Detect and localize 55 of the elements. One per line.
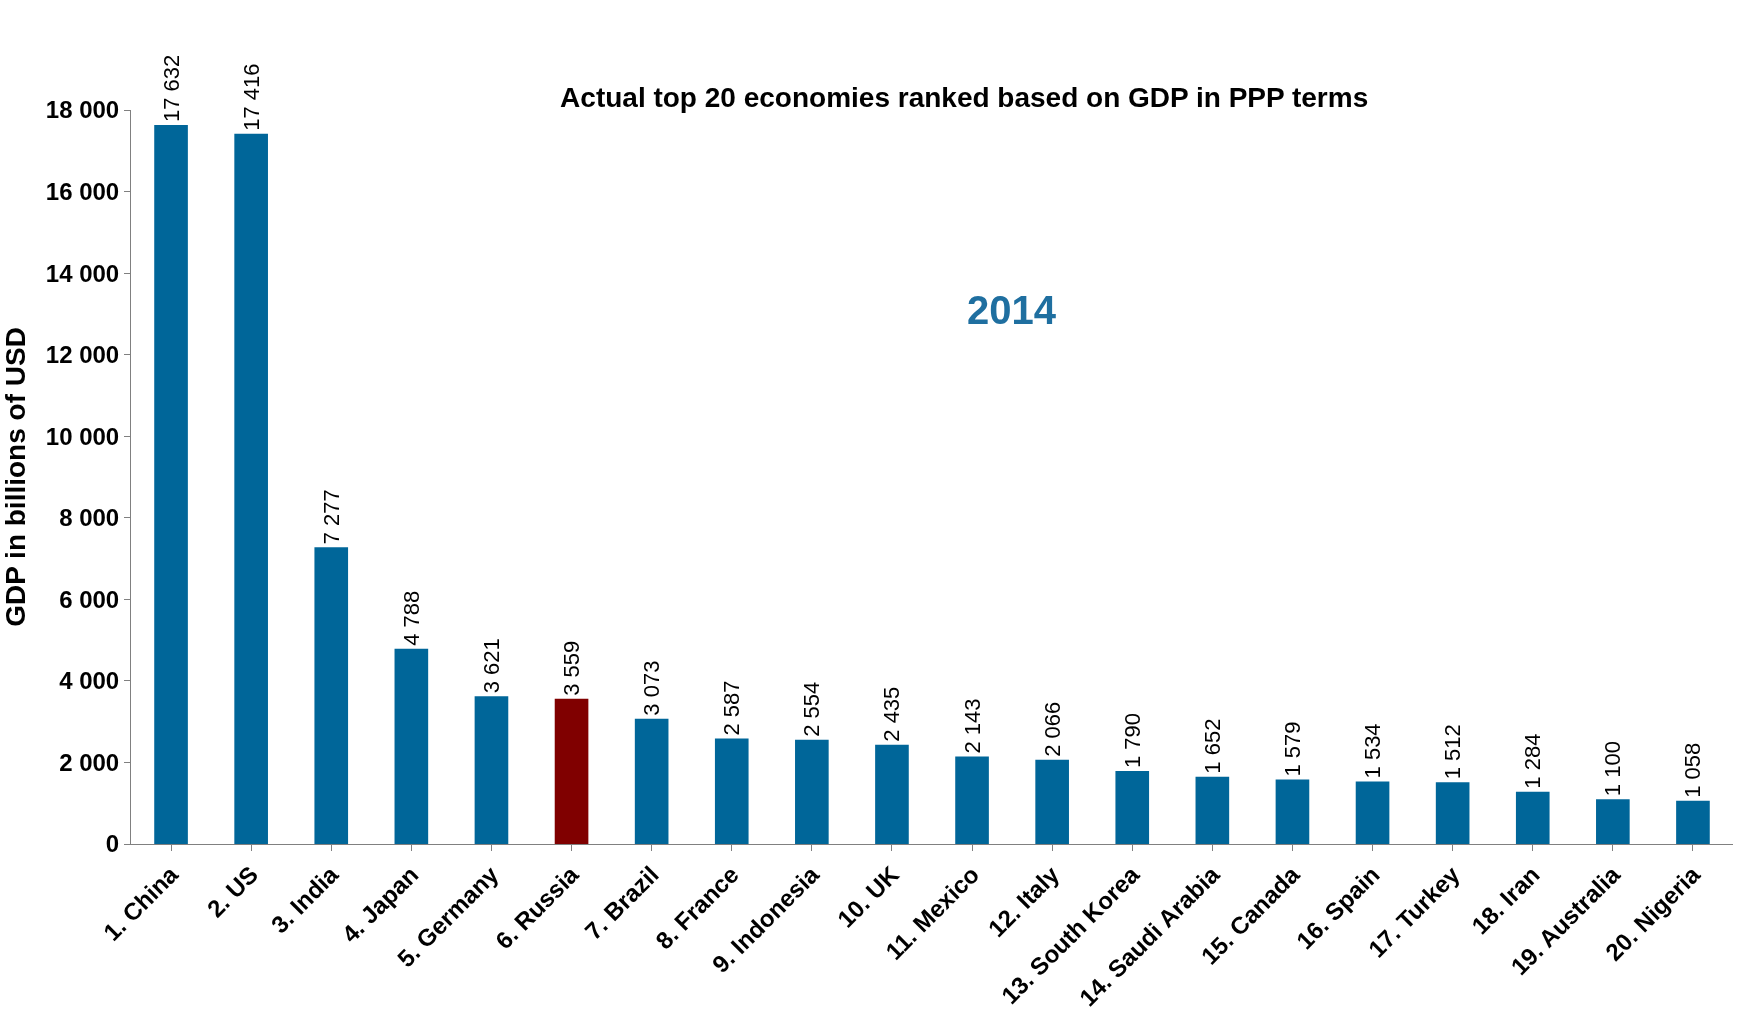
bar <box>154 125 188 844</box>
y-tick-label: 14 000 <box>45 259 120 287</box>
y-tick-label: 10 000 <box>45 422 120 450</box>
data-label: 1 284 <box>1520 733 1546 789</box>
data-label: 1 790 <box>1119 712 1145 769</box>
bar <box>554 698 589 844</box>
y-tick-label: 0 <box>105 830 120 858</box>
bar <box>1435 782 1470 844</box>
data-label: 4 788 <box>398 590 424 646</box>
y-tick-label: 8 000 <box>59 504 120 532</box>
x-tick-label: 10. UK <box>832 860 905 933</box>
bar <box>875 744 909 844</box>
y-tick-label: 2 000 <box>59 748 120 776</box>
bar <box>1115 771 1150 844</box>
y-tick-label: 16 000 <box>45 177 120 205</box>
data-label: 7 277 <box>318 489 344 545</box>
data-label: 2 554 <box>799 681 825 737</box>
bar <box>394 648 429 844</box>
data-label: 2 587 <box>719 680 745 736</box>
bar <box>714 738 749 844</box>
data-label: 2 143 <box>959 698 985 754</box>
bar <box>1515 791 1550 844</box>
data-label: 3 559 <box>559 640 585 696</box>
data-label: 1 100 <box>1600 741 1626 797</box>
bar <box>1596 799 1630 844</box>
y-tick-label: 6 000 <box>59 585 120 613</box>
bar <box>795 739 829 844</box>
bar <box>314 547 349 844</box>
y-tick-label: 12 000 <box>45 341 120 369</box>
bar <box>1275 779 1310 844</box>
data-label: 17 416 <box>238 63 264 131</box>
data-label: 3 073 <box>639 660 665 716</box>
bar <box>1035 759 1069 844</box>
y-tick-label: 18 000 <box>45 96 120 124</box>
bar <box>1195 776 1230 844</box>
data-label: 17 632 <box>158 54 184 123</box>
bar <box>634 718 669 844</box>
data-label: 1 579 <box>1279 721 1305 777</box>
data-label: 1 652 <box>1199 718 1225 774</box>
y-tick-label: 4 000 <box>59 667 120 695</box>
bar <box>1676 800 1710 844</box>
bar <box>474 696 509 844</box>
data-label: 2 435 <box>879 686 905 742</box>
bar <box>234 133 268 844</box>
data-label: 1 512 <box>1440 724 1466 780</box>
data-label: 3 621 <box>478 638 504 694</box>
bar <box>955 756 989 844</box>
y-axis-title: GDP in billions of USD <box>0 327 31 627</box>
data-label: 1 058 <box>1680 742 1706 798</box>
data-label: 1 534 <box>1360 723 1386 779</box>
data-label: 2 066 <box>1039 701 1065 757</box>
chart-title: Actual top 20 economies ranked based on GDP in PPP terms <box>560 81 1369 113</box>
x-tick-label: 2. US <box>201 860 264 923</box>
bar <box>1355 781 1390 844</box>
annotation: 2014 <box>967 288 1057 332</box>
